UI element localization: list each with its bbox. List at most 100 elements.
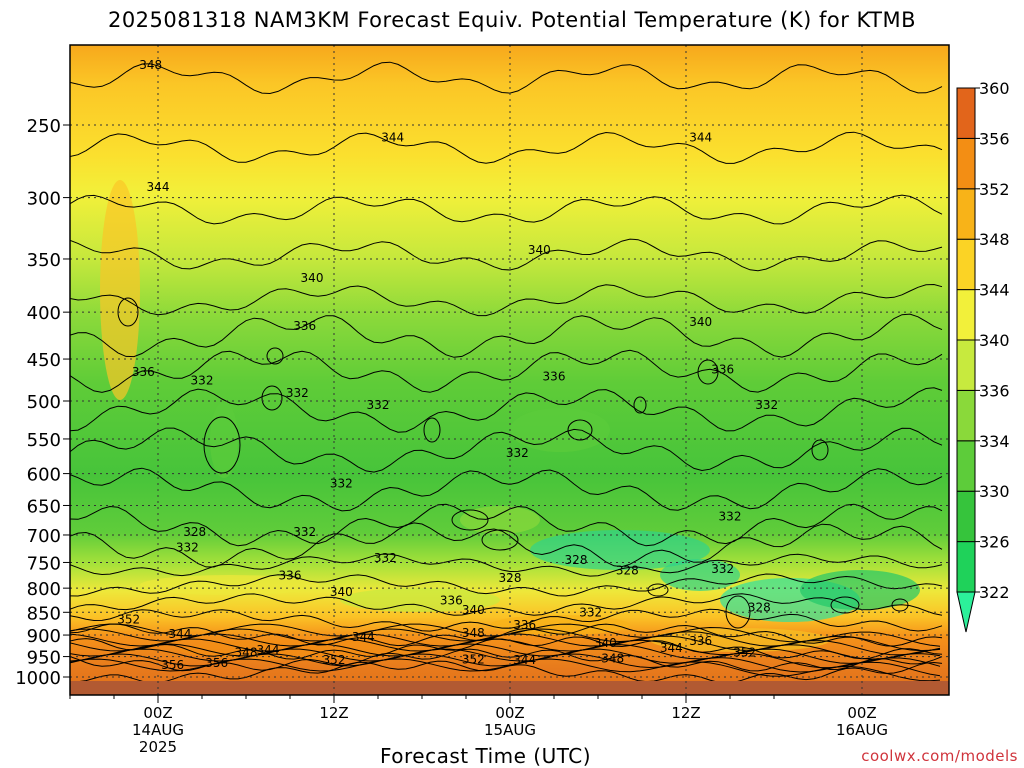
colorbar-arrow-low xyxy=(956,591,976,633)
colorbar-label: 360 xyxy=(979,79,1010,98)
x-tick-label: 00Z xyxy=(143,704,172,722)
contour-label: 328 xyxy=(616,563,639,577)
contour-label: 344 xyxy=(169,627,192,641)
closed-contour xyxy=(567,419,593,441)
contour-label: 332 xyxy=(293,525,316,539)
x-tick-label: 14AUG xyxy=(132,721,184,739)
contour-line xyxy=(70,503,943,547)
closed-contour xyxy=(633,396,647,414)
field-patch xyxy=(100,180,140,400)
contour-line xyxy=(70,638,941,660)
contour-label: 340 xyxy=(594,636,617,650)
contour-label: 344 xyxy=(147,180,170,194)
colorbar-swatch xyxy=(956,440,976,492)
y-tick-label: 300 xyxy=(27,189,61,210)
contour-label: 332 xyxy=(719,509,742,523)
contour-label: 340 xyxy=(528,243,551,257)
contour-label: 344 xyxy=(257,643,280,657)
field-patch xyxy=(340,588,500,612)
x-tick-label: 00Z xyxy=(847,704,876,722)
closed-contour xyxy=(266,347,284,365)
contour-label: 352 xyxy=(117,612,140,626)
contour-label: 336 xyxy=(132,365,155,379)
contour-label: 344 xyxy=(381,131,404,145)
field-patch xyxy=(650,628,830,652)
contour-label: 332 xyxy=(176,540,199,554)
field-patch xyxy=(660,559,740,591)
contour-label: 336 xyxy=(711,363,734,377)
contour-label: 340 xyxy=(689,315,712,329)
contour-label: 340 xyxy=(330,585,353,599)
closed-contour xyxy=(891,598,909,612)
y-tick-label: 500 xyxy=(27,392,61,413)
contour-label: 332 xyxy=(374,551,397,565)
contour-label: 336 xyxy=(689,634,712,648)
contour-label: 336 xyxy=(543,369,566,383)
colorbar-label: 340 xyxy=(979,331,1010,350)
contour-line xyxy=(70,643,941,664)
y-tick-label: 900 xyxy=(27,626,61,647)
y-tick-label: 400 xyxy=(27,303,61,324)
closed-contour xyxy=(725,595,751,629)
x-tick-label: 15AUG xyxy=(484,721,536,739)
colorbar-swatch xyxy=(956,188,976,240)
x-tick-label: 16AUG xyxy=(836,721,888,739)
contour-line xyxy=(70,658,941,682)
field-patch xyxy=(800,570,920,610)
y-tick-label: 800 xyxy=(27,579,61,600)
field-patch xyxy=(140,575,320,595)
contour-line xyxy=(70,313,943,358)
colorbar-swatch xyxy=(956,541,976,593)
y-tick-label: 1000 xyxy=(15,668,61,689)
y-tick-label: 850 xyxy=(27,603,61,624)
contour-label: 344 xyxy=(352,630,375,644)
contour-line xyxy=(70,349,943,393)
contour-label: 328 xyxy=(748,601,771,615)
y-tick-label: 550 xyxy=(27,430,61,451)
x-axis-label: Forecast Time (UTC) xyxy=(380,744,592,768)
closed-contour xyxy=(451,509,489,531)
x-tick-label: 12Z xyxy=(319,704,348,722)
credit-text[interactable]: coolwx.com/models xyxy=(861,747,1018,765)
contour-label: 348 xyxy=(235,645,258,659)
contour-label: 356 xyxy=(161,658,184,672)
colorbar-label: 348 xyxy=(979,230,1010,249)
y-tick-label: 250 xyxy=(27,116,61,137)
colorbar-label: 322 xyxy=(979,583,1010,602)
closed-contour xyxy=(647,583,669,597)
field-patch xyxy=(510,408,610,452)
closed-contour xyxy=(203,416,241,474)
y-tick-label: 650 xyxy=(27,496,61,517)
contour-label: 332 xyxy=(286,386,309,400)
y-tick-label: 750 xyxy=(27,553,61,574)
contour-label: 328 xyxy=(499,571,522,585)
closed-contour xyxy=(481,529,519,551)
contour-label: 332 xyxy=(711,562,734,576)
y-tick-label: 350 xyxy=(27,250,61,271)
contour-line xyxy=(70,553,943,577)
colorbar-swatch xyxy=(956,490,976,543)
contour-label: 332 xyxy=(367,398,390,412)
colorbar-swatch xyxy=(956,87,976,139)
colorbar-swatch xyxy=(956,289,976,341)
contour-line xyxy=(70,194,943,225)
colorbar-label: 334 xyxy=(979,432,1010,451)
closed-contour xyxy=(830,596,860,614)
closed-contour xyxy=(811,439,829,461)
contour-label: 348 xyxy=(462,626,485,640)
chart-title: 2025081318 NAM3KM Forecast Equiv. Potent… xyxy=(107,8,917,32)
contour-line xyxy=(70,427,943,473)
colorbar-label: 336 xyxy=(979,381,1010,400)
contour-label: 348 xyxy=(601,652,624,666)
colorbar-label: 330 xyxy=(979,482,1010,501)
contour-line xyxy=(70,608,943,632)
contour-label: 340 xyxy=(301,271,324,285)
contour-label: 332 xyxy=(506,446,529,460)
closed-contour xyxy=(423,417,441,443)
colorbar-label: 352 xyxy=(979,180,1010,199)
contour-label: 352 xyxy=(323,653,346,667)
contour-line xyxy=(70,660,943,684)
contour-label: 344 xyxy=(513,653,536,667)
contour-label: 336 xyxy=(293,319,316,333)
